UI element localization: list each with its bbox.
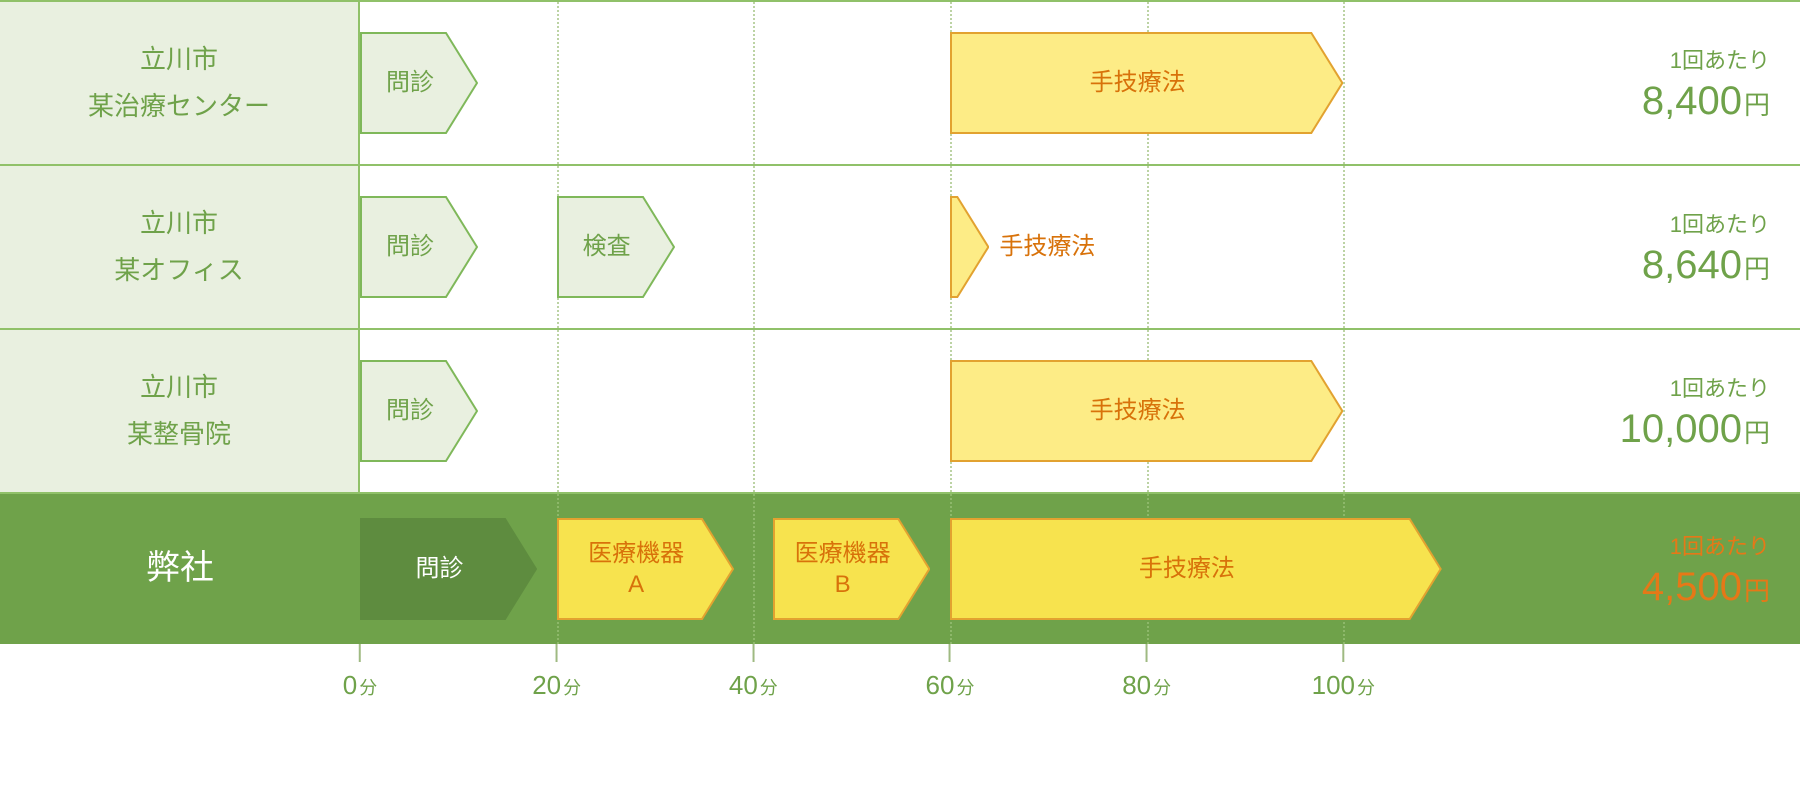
step-label: 医療機器A [588, 538, 702, 600]
price-prefix: 1回あたり [1670, 529, 1770, 561]
time-axis: 0分20分40分60分80分100分 [360, 644, 1540, 714]
step-label: 問診 [386, 231, 452, 262]
step-問診: 問診 [360, 196, 478, 298]
tick-label: 80分 [1122, 670, 1171, 700]
price-number: 8,400 [1642, 79, 1742, 123]
row-center: 立川市某治療センター 問診 手技療法 1回あたり 8,400円 [0, 0, 1800, 164]
row-label-line: 某治療センター [88, 83, 270, 130]
tick-mark [1342, 644, 1344, 662]
step-手技療法: 手技療法 [950, 32, 1343, 134]
step-手技療法: 手技療法 [950, 196, 989, 298]
comparison-chart: 立川市某治療センター 問診 手技療法1回あたり8,400円立川市某オフィス 問診… [0, 0, 1800, 714]
step-label: 問診 [386, 395, 452, 426]
tick-label: 20分 [532, 670, 581, 700]
step-手技療法: 手技療法 [950, 360, 1343, 462]
tick-mark [949, 644, 951, 662]
gridline [1343, 166, 1345, 328]
step-label: 問診 [416, 553, 482, 584]
tick-mark [752, 644, 754, 662]
tick-label: 60分 [926, 670, 975, 700]
row-label-line: 某オフィス [114, 247, 243, 294]
price-number: 8,640 [1642, 243, 1742, 287]
row-timeline: 問診 医療機器A 医療機器B 手技療法 [360, 494, 1540, 644]
row-label: 立川市某整骨院 [0, 330, 360, 492]
axis-tick: 0分 [343, 644, 377, 701]
step-label: 手技療法 [999, 231, 1095, 262]
tick-label: 40分 [729, 670, 778, 700]
axis-tick: 60分 [926, 644, 975, 701]
step-label: 手技療法 [1090, 395, 1204, 426]
row-seikotsu: 立川市某整骨院 問診 手技療法 1回あたり 10,000円 [0, 328, 1800, 494]
gridline [753, 2, 755, 164]
price-value: 10,000円 [1620, 407, 1770, 452]
step-label: 手技療法 [1090, 67, 1204, 98]
row-label: 立川市某治療センター [0, 2, 360, 164]
gridline [1343, 2, 1345, 164]
row-price: 1回あたり 10,000円 [1540, 330, 1800, 492]
row-label-line: 弊社 [146, 538, 214, 599]
step-問診: 問診 [360, 360, 478, 462]
tick-mark [1146, 644, 1148, 662]
step-問診: 問診 [360, 518, 537, 620]
row-price: 1回あたり 8,640円 [1540, 166, 1800, 328]
step-検査: 検査 [557, 196, 675, 298]
price-unit: 円 [1744, 90, 1770, 120]
tick-mark [359, 644, 361, 662]
tick-mark [556, 644, 558, 662]
step-手技療法: 手技療法 [950, 518, 1442, 620]
step-label: 検査 [583, 231, 649, 262]
row-label-line: 某整骨院 [127, 411, 231, 458]
step-問診: 問診 [360, 32, 478, 134]
price-unit: 円 [1744, 254, 1770, 284]
row-timeline: 問診 手技療法 [360, 2, 1540, 164]
row-price: 1回あたり 4,500円 [1540, 494, 1800, 644]
price-unit: 円 [1744, 576, 1770, 606]
step-label: 手技療法 [1139, 553, 1253, 584]
gridline [753, 494, 755, 644]
row-timeline: 問診 手技療法 [360, 330, 1540, 492]
price-number: 10,000 [1620, 407, 1742, 451]
row-price: 1回あたり 8,400円 [1540, 2, 1800, 164]
step-医療機器A: 医療機器A [557, 518, 734, 620]
tick-label: 100分 [1312, 670, 1375, 700]
gridline [557, 330, 559, 492]
axis-tick: 20分 [532, 644, 581, 701]
row-timeline: 問診 検査 手技療法 [360, 166, 1540, 328]
row-label-line: 立川市 [140, 36, 218, 83]
row-us: 弊社 問診 医療機器A 医療機器B 手技療法 1回あたり 4,500円 [0, 494, 1800, 644]
gridline [753, 166, 755, 328]
gridline [557, 2, 559, 164]
row-office: 立川市某オフィス 問診 検査 手技療法 1回あたり 8,640円 [0, 164, 1800, 328]
tick-label: 0分 [343, 670, 377, 700]
axis-tick: 100分 [1312, 644, 1375, 701]
price-prefix: 1回あたり [1670, 43, 1770, 75]
price-value: 8,400円 [1642, 79, 1770, 124]
gridline [1343, 330, 1345, 492]
row-label-line: 立川市 [140, 200, 218, 247]
gridline [753, 330, 755, 492]
price-value: 8,640円 [1642, 243, 1770, 288]
step-label: 問診 [386, 67, 452, 98]
step-label: 医療機器B [795, 538, 909, 600]
axis-tick: 40分 [729, 644, 778, 701]
price-unit: 円 [1744, 418, 1770, 448]
axis-tick: 80分 [1122, 644, 1171, 701]
step-医療機器B: 医療機器B [773, 518, 930, 620]
row-label-line: 立川市 [140, 364, 218, 411]
row-label: 弊社 [0, 494, 360, 644]
row-label: 立川市某オフィス [0, 166, 360, 328]
price-number: 4,500 [1642, 565, 1742, 609]
price-prefix: 1回あたり [1670, 371, 1770, 403]
gridline [1147, 166, 1149, 328]
price-value: 4,500円 [1642, 565, 1770, 610]
price-prefix: 1回あたり [1670, 207, 1770, 239]
